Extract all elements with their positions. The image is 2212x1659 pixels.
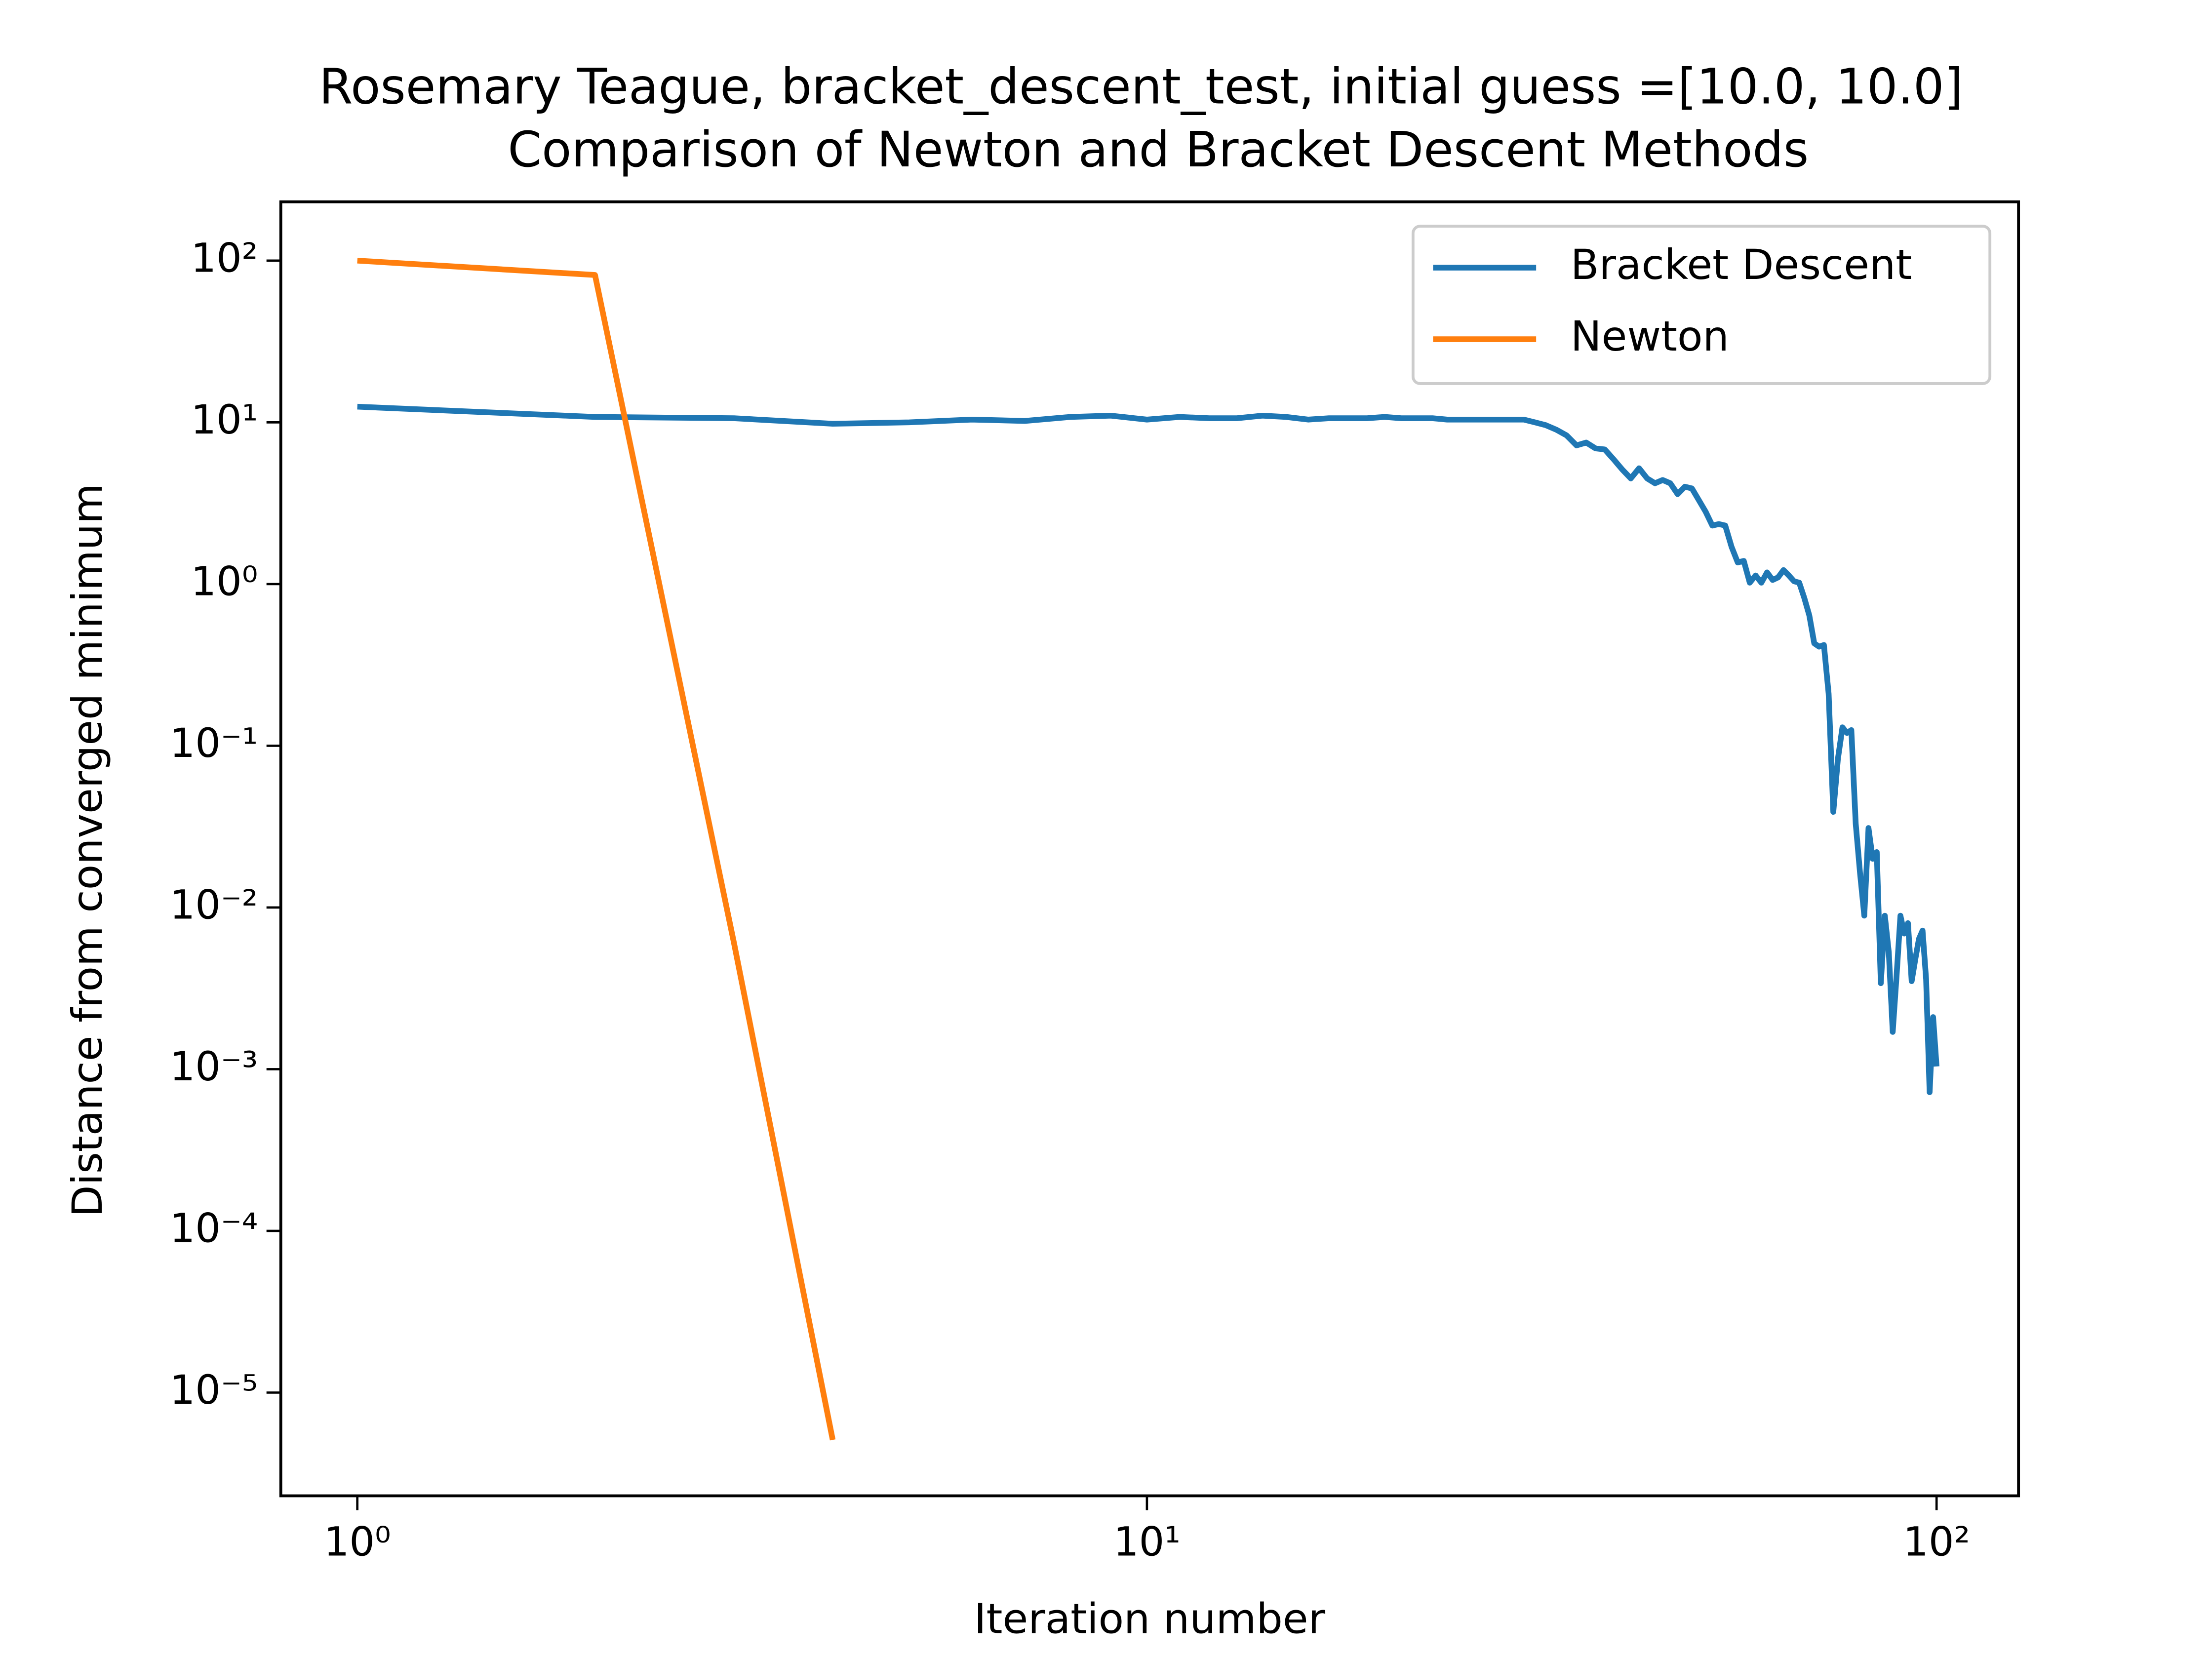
y-tick-label: 10⁰ — [191, 558, 258, 605]
x-tick-label: 10² — [1903, 1519, 1970, 1566]
x-tick-label: 10⁰ — [324, 1519, 391, 1566]
line-series — [357, 258, 836, 1441]
y-axis-label: Distance from converged minimum — [63, 483, 112, 1217]
y-tick-label: 10⁻³ — [170, 1044, 258, 1090]
y-tick-label: 10⁻⁵ — [170, 1367, 258, 1414]
y-tick-label: 10⁻¹ — [170, 720, 258, 767]
legend-label: Bracket Descent — [1571, 240, 1912, 289]
legend-box — [1411, 225, 1992, 385]
y-tick-label: 10¹ — [191, 397, 258, 443]
line-series — [357, 403, 1939, 1095]
legend-label: Newton — [1571, 312, 1729, 360]
chart-subtitle: Comparison of Newton and Bracket Descent… — [508, 122, 1809, 178]
plot-frame — [279, 200, 2020, 1498]
chart-title: Rosemary Teague, bracket_descent_test, i… — [319, 59, 1963, 115]
x-axis-label: Iteration number — [974, 1595, 1326, 1643]
y-tick-label: 10⁻² — [170, 882, 258, 928]
y-tick-label: 10² — [191, 235, 258, 281]
x-tick-label: 10¹ — [1113, 1519, 1181, 1566]
y-tick-label: 10⁻⁴ — [170, 1205, 258, 1252]
